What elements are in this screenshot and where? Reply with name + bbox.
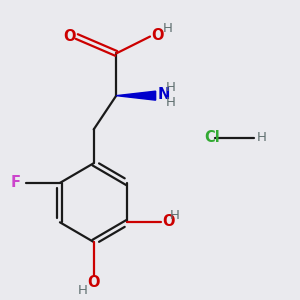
Text: H: H — [165, 96, 175, 109]
Text: O: O — [163, 214, 175, 229]
Text: F: F — [11, 176, 21, 190]
Text: Cl: Cl — [204, 130, 220, 146]
Polygon shape — [116, 91, 156, 100]
Text: H: H — [256, 131, 266, 144]
Text: O: O — [64, 29, 76, 44]
Text: H: H — [165, 81, 175, 94]
Text: H: H — [77, 284, 87, 297]
Text: O: O — [87, 275, 99, 290]
Text: H: H — [163, 22, 173, 35]
Text: H: H — [170, 209, 180, 222]
Text: N: N — [158, 87, 170, 102]
Text: O: O — [152, 28, 164, 44]
